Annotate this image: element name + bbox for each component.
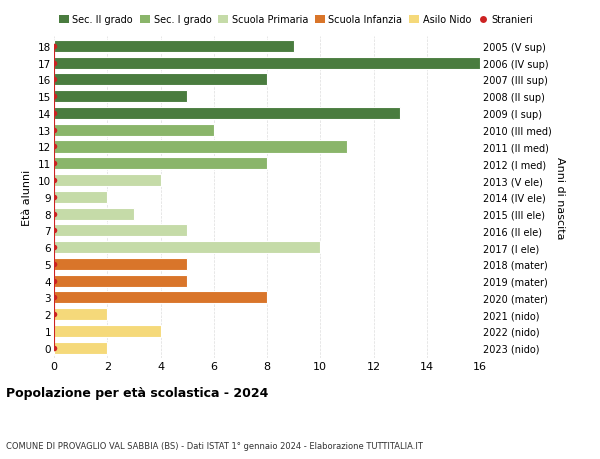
Bar <box>54 275 187 287</box>
Bar <box>54 91 187 103</box>
Text: Popolazione per età scolastica - 2024: Popolazione per età scolastica - 2024 <box>6 386 268 399</box>
Bar <box>54 174 161 187</box>
Bar <box>54 74 267 86</box>
Bar <box>54 258 187 270</box>
Bar <box>54 325 161 337</box>
Bar <box>54 292 267 304</box>
Bar <box>54 241 320 253</box>
Bar <box>54 225 187 237</box>
Text: COMUNE DI PROVAGLIO VAL SABBIA (BS) - Dati ISTAT 1° gennaio 2024 - Elaborazione : COMUNE DI PROVAGLIO VAL SABBIA (BS) - Da… <box>6 441 423 450</box>
Bar <box>54 141 347 153</box>
Legend: Sec. II grado, Sec. I grado, Scuola Primaria, Scuola Infanzia, Asilo Nido, Stran: Sec. II grado, Sec. I grado, Scuola Prim… <box>59 16 533 25</box>
Bar <box>54 57 480 69</box>
Bar <box>54 191 107 203</box>
Y-axis label: Età alunni: Età alunni <box>22 169 32 225</box>
Bar <box>54 41 293 53</box>
Bar <box>54 124 214 136</box>
Bar <box>54 108 400 120</box>
Bar <box>54 158 267 170</box>
Bar <box>54 308 107 320</box>
Y-axis label: Anni di nascita: Anni di nascita <box>556 156 565 239</box>
Bar <box>54 208 134 220</box>
Bar <box>54 342 107 354</box>
